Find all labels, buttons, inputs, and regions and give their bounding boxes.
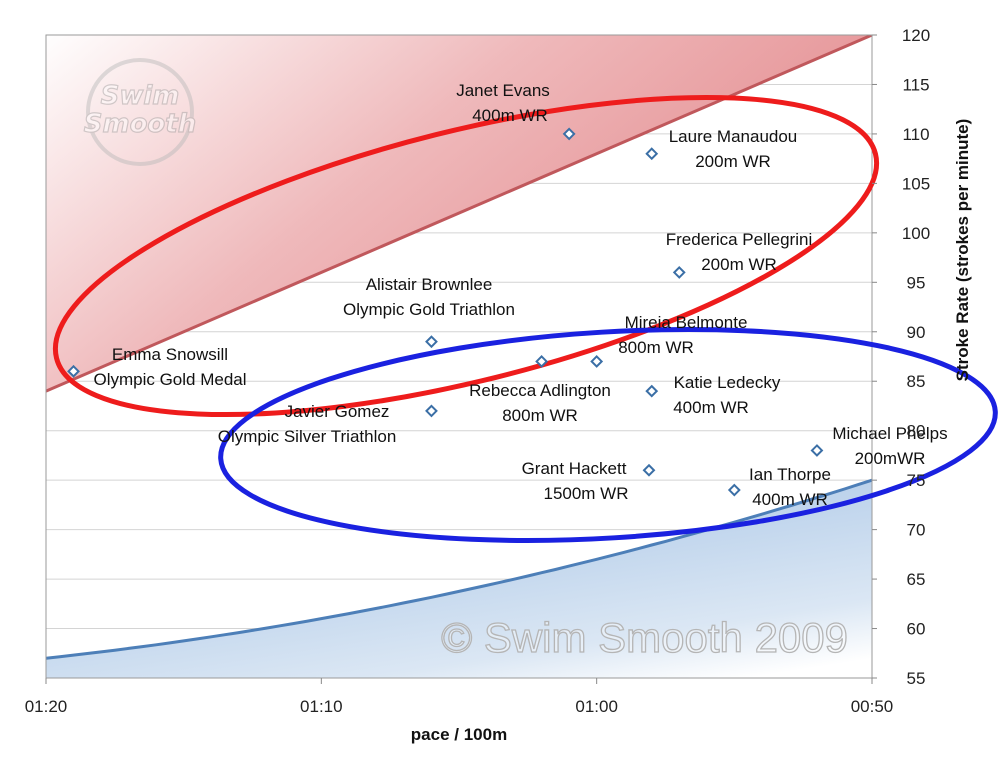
blue-zone-fill [46,480,872,678]
point-note-ian-thorpe: 400m WR [752,490,828,509]
point-emma-snowsill [67,364,80,378]
point-laure-manaudou [645,147,659,161]
y-tick-label-95: 95 [907,273,926,292]
red-ellipse [52,94,880,418]
y-tick-label-75: 75 [907,471,926,490]
point-label-ian-thorpe: Ian Thorpe [749,465,831,484]
point-note-alistair-brownlee: Olympic Gold Triathlon [343,300,515,319]
point-label-frederica-pellegrini: Frederica Pellegrini [666,230,812,249]
point-label-emma-snowsill: Emma Snowsill [112,345,228,364]
y-tick-label-55: 55 [907,669,926,688]
point-label-grant-hackett: Grant Hackett [522,459,627,478]
point-note-javier-gomez: Olympic Silver Triathlon [218,427,397,446]
red-zone-boundary [46,35,872,393]
x-tick-label-0050: 00:50 [851,697,894,716]
point-note-mireia-belmonte: 800m WR [618,338,694,357]
x-tick-label-0110: 01:10 [300,697,343,716]
x-tick-label-0100: 01:00 [575,697,618,716]
point-alistair-brownlee [425,335,438,349]
point-note-rebecca-adlington: 800m WR [502,406,578,425]
point-ian-thorpe [727,483,741,497]
point-label-laure-manaudou: Laure Manaudou [669,127,798,146]
point-frederica-pellegrini [672,266,686,279]
point-note-katie-ledecky: 400m WR [673,398,749,417]
point-label-javier-gomez: Javier Gomez [285,402,390,421]
y-tick-label-100: 100 [902,224,930,243]
point-katie-ledecky [645,384,659,398]
point-label-mireia-belmonte: Mireia Belmonte [625,313,748,332]
y-tick-label-70: 70 [907,521,926,540]
point-note-michael-phelps: 200mWR [855,449,926,468]
point-rebecca-adlington [535,355,549,368]
y-tick-label-110: 110 [902,125,929,144]
plot-area-border [45,34,873,679]
point-michael-phelps [810,444,824,457]
x-axis-title: pace / 100m [411,725,507,744]
copyright-watermark: © Swim Smooth 2009 [441,614,848,661]
point-label-janet-evans: Janet Evans [456,81,550,100]
shaded-regions [46,35,872,678]
point-note-janet-evans: 400m WR [472,106,548,125]
point-note-emma-snowsill: Olympic Gold Medal [93,370,246,389]
point-label-alistair-brownlee: Alistair Brownlee [366,275,493,294]
data-points: Emma Snowsill Olympic Gold Medal Javier Go… [67,81,948,509]
logo-ring [86,58,194,166]
point-note-frederica-pellegrini: 200m WR [701,255,777,274]
point-label-michael-phelps: Michael Phelps [832,424,947,443]
x-axis-ticks: 01:20 01:10 01:00 00:50 [25,678,894,716]
point-note-grant-hackett: 1500m WR [543,484,628,503]
logo-line1: Swim [101,81,180,111]
y-tick-label-115: 115 [902,75,929,94]
point-mireia-belmonte [590,355,604,368]
y-tick-label-80: 80 [907,422,926,441]
y-tick-label-90: 90 [907,323,926,342]
x-tick-label-0120: 01:20 [25,697,68,716]
point-label-katie-ledecky: Katie Ledecky [674,373,781,392]
swim-smooth-logo: Swim Smooth [83,58,197,166]
y-axis-ticks: 55 60 65 70 75 80 85 90 95 100 105 110 115 120 [872,26,930,688]
blue-zone-boundary [46,478,872,660]
y-tick-label-105: 105 [902,174,930,193]
y-tick-label-85: 85 [907,372,926,391]
logo-line2: Smooth [84,109,196,139]
y-tick-label-120: 120 [902,26,930,45]
point-note-laure-manaudou: 200m WR [695,152,771,171]
y-tick-label-65: 65 [907,570,926,589]
point-grant-hackett [642,463,656,477]
y-axis-title: Stroke Rate (strokes per minute) [953,119,972,382]
point-janet-evans [562,127,576,141]
y-tick-label-60: 60 [907,620,926,639]
point-javier-gomez [425,404,438,418]
blue-ellipse [218,326,998,544]
point-label-rebecca-adlington: Rebecca Adlington [469,381,611,400]
